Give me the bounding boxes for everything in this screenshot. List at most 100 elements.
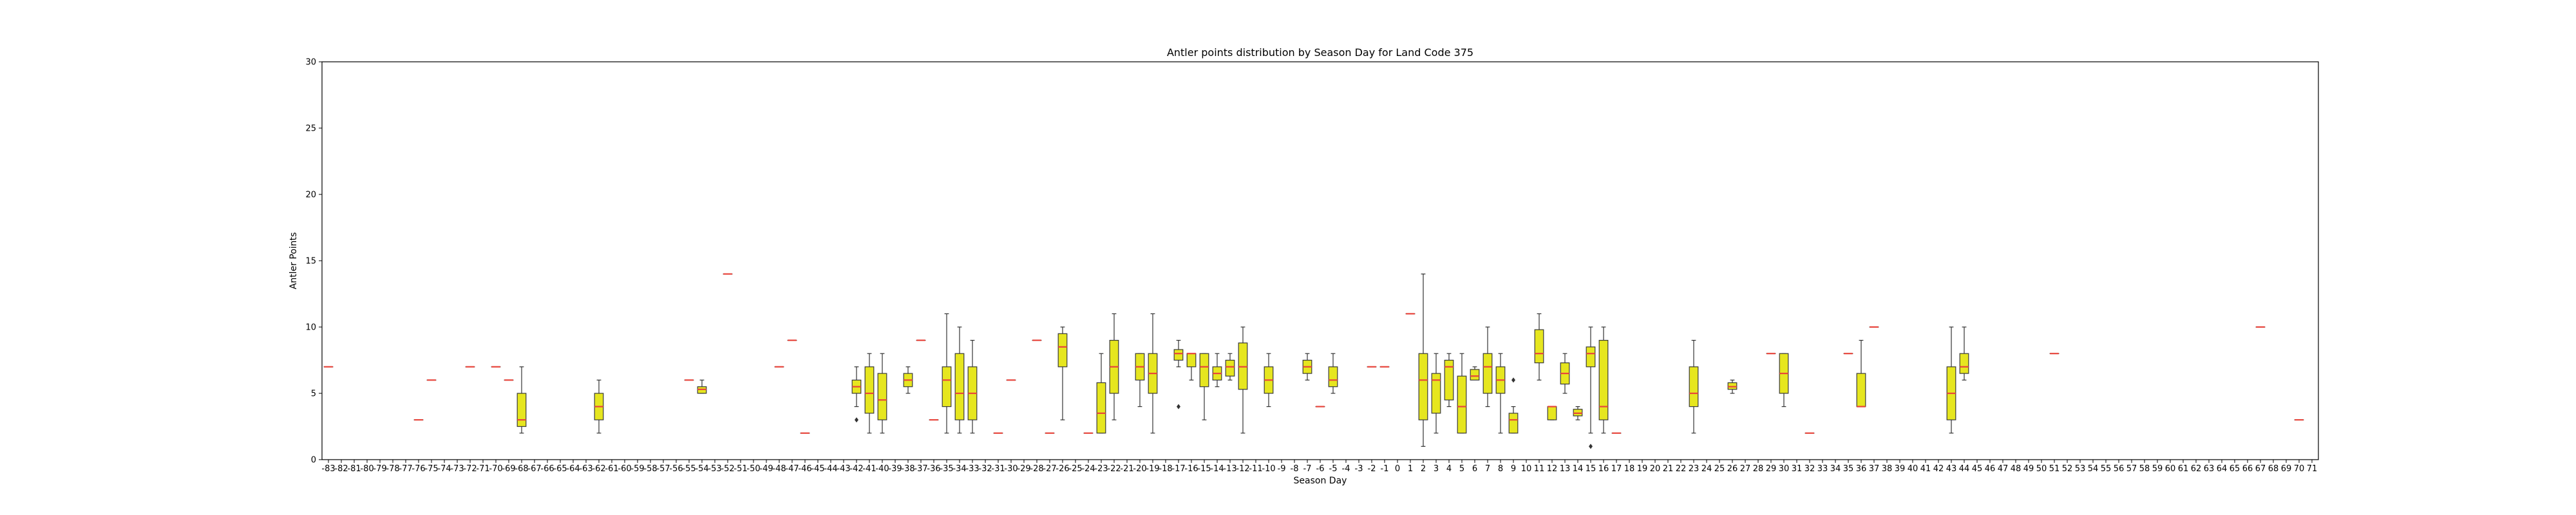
x-tick-label: 65 [2230, 464, 2240, 474]
box-2 [1418, 274, 1428, 447]
iqr-box [1457, 375, 1467, 434]
x-tick-label: -28 [1030, 464, 1043, 474]
box--20 [1135, 353, 1145, 407]
x-tick-label: -69 [502, 464, 515, 474]
box--5 [1328, 353, 1338, 394]
x-tick-label: -1 [1381, 464, 1389, 474]
x-tick-label: -27 [1043, 464, 1056, 474]
x-tick-label: -60 [618, 464, 631, 474]
x-tick-label: -2 [1368, 464, 1376, 474]
x-tick-label: -20 [1133, 464, 1146, 474]
x-tick-label: -72 [463, 464, 477, 474]
x-tick-label: 69 [2281, 464, 2292, 474]
x-tick-label: 47 [1998, 464, 2009, 474]
x-tick-label: -10 [1262, 464, 1275, 474]
iqr-box [864, 366, 875, 414]
x-tick-label: 71 [2307, 464, 2318, 474]
x-tick-label: 67 [2255, 464, 2266, 474]
x-tick-label: 7 [1485, 464, 1490, 474]
x-tick-label: -36 [927, 464, 940, 474]
x-tick-label: -23 [1094, 464, 1108, 474]
iqr-box [1418, 353, 1428, 420]
boxes-layer [323, 273, 2304, 449]
outlier-point [1589, 444, 1593, 449]
x-tick-label: 10 [1521, 464, 1532, 474]
x-tick-label: -68 [515, 464, 528, 474]
box--62 [594, 379, 604, 434]
box-9 [1508, 377, 1519, 434]
iqr-box [1057, 333, 1068, 368]
x-tick-label: 45 [1972, 464, 1983, 474]
x-tick-label: -51 [734, 464, 747, 474]
box-8 [1495, 353, 1506, 434]
x-tick-label: 58 [2139, 464, 2150, 474]
x-tick-label: 8 [1498, 464, 1503, 474]
x-tick-label: 56 [2114, 464, 2125, 474]
x-tick-label: -74 [437, 464, 451, 474]
box-36 [1856, 339, 1866, 407]
box-5 [1457, 353, 1467, 434]
x-tick-label: -83 [321, 464, 335, 474]
x-tick-label: 42 [1933, 464, 1944, 474]
x-tick-label: -62 [592, 464, 605, 474]
box--54 [697, 379, 707, 394]
iqr-box [1186, 353, 1197, 368]
x-tick-label: 28 [1753, 464, 1764, 474]
x-tick-label: 40 [1908, 464, 1918, 474]
x-tick-label: -17 [1171, 464, 1185, 474]
x-tick-label: 21 [1663, 464, 1674, 474]
x-tick-label: -22 [1107, 464, 1121, 474]
box-23 [1689, 339, 1699, 434]
y-tick-label: 30 [305, 58, 316, 68]
box--68 [516, 366, 527, 434]
x-tick-label: 3 [1434, 464, 1439, 474]
chart-title: Antler points distribution by Season Day… [1167, 46, 1473, 59]
box--14 [1212, 353, 1222, 388]
y-axis-label: Antler Points [289, 232, 299, 290]
x-tick-label: 41 [1920, 464, 1931, 474]
x-tick-label: -61 [605, 464, 618, 474]
x-tick-label: -40 [875, 464, 889, 474]
x-tick-label: -8 [1291, 464, 1299, 474]
x-tick-label: -46 [798, 464, 811, 474]
x-tick-label: 59 [2152, 464, 2163, 474]
iqr-box [1547, 406, 1557, 420]
x-tick-label: 26 [1727, 464, 1738, 474]
box--41 [864, 353, 875, 434]
x-tick-label: 5 [1459, 464, 1464, 474]
box--38 [903, 366, 913, 394]
box--26 [1057, 326, 1068, 420]
plot-frame [321, 61, 2319, 460]
box-13 [1560, 353, 1570, 394]
x-tick-label: 25 [1714, 464, 1725, 474]
x-tick-label: 0 [1395, 464, 1400, 474]
x-tick-label: -67 [527, 464, 541, 474]
iqr-box [516, 393, 527, 427]
iqr-box [877, 373, 887, 420]
box-3 [1431, 353, 1441, 434]
x-tick-label: 51 [2049, 464, 2060, 474]
outlier-point [855, 417, 858, 423]
box--23 [1096, 353, 1106, 434]
box-26 [1727, 379, 1738, 394]
x-tick-label: -45 [811, 464, 824, 474]
x-axis-label: Season Day [1294, 476, 1347, 486]
iqr-box [942, 366, 952, 407]
x-tick-label: -39 [888, 464, 902, 474]
x-tick-label: -33 [965, 464, 979, 474]
x-axis: -83-82-81-80-79-78-77-76-75-74-73-72-71-… [321, 460, 2317, 474]
x-tick-label: -57 [656, 464, 670, 474]
x-tick-label: 54 [2088, 464, 2099, 474]
x-tick-label: -50 [746, 464, 760, 474]
x-tick-label: -32 [978, 464, 992, 474]
iqr-box [1534, 329, 1544, 364]
x-tick-label: -11 [1249, 464, 1262, 474]
x-tick-label: -16 [1184, 464, 1198, 474]
x-tick-label: -64 [566, 464, 580, 474]
x-tick-label: 35 [1843, 464, 1854, 474]
iqr-box [1199, 353, 1209, 388]
iqr-box [1328, 366, 1338, 388]
x-tick-label: -54 [695, 464, 708, 474]
box-16 [1598, 326, 1609, 434]
x-tick-label: -37 [914, 464, 927, 474]
